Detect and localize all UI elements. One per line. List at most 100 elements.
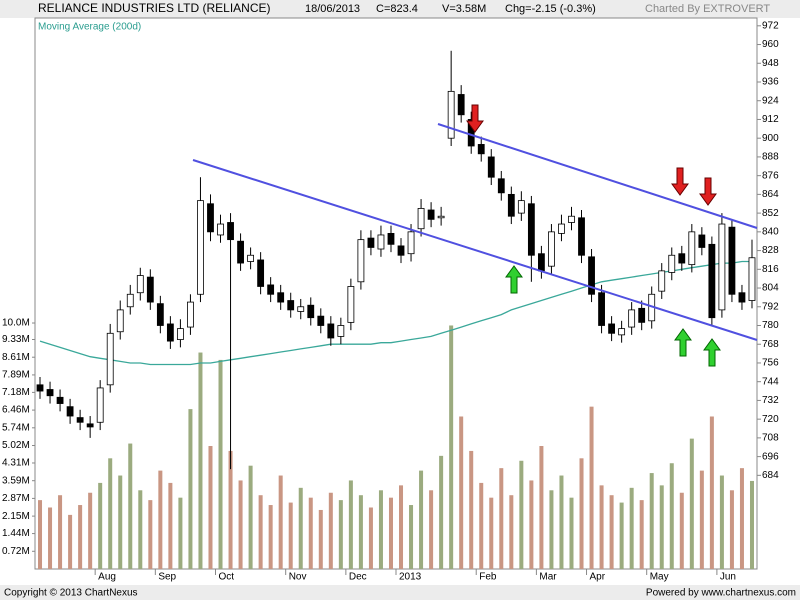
volume-bar: [489, 497, 494, 569]
candle-body: [397, 245, 405, 256]
volume-bar: [439, 455, 444, 569]
volume-bar: [659, 485, 664, 569]
candle-body: [337, 325, 345, 337]
legend-label: Moving Average (200d): [38, 22, 141, 33]
candle-body: [728, 226, 736, 295]
trend-line: [192, 159, 758, 341]
candle-body: [527, 203, 535, 256]
candle-body: [126, 293, 134, 308]
candle-body: [367, 237, 375, 248]
volume-tick-label: 2.87M: [2, 493, 30, 504]
volume-bar: [158, 470, 163, 569]
volume-bar: [539, 446, 544, 569]
volume-bar: [679, 492, 684, 569]
x-tick-label: Feb: [479, 572, 497, 583]
y-tick-label: 972: [762, 20, 779, 31]
candle-body: [327, 323, 335, 339]
candle-body: [66, 406, 74, 417]
volume-bar: [429, 490, 434, 569]
volume-bar: [609, 495, 614, 569]
candle-body: [618, 328, 626, 336]
volume-bar: [719, 475, 724, 569]
volume-tick-label: 5.02M: [2, 440, 30, 451]
volume-bar: [368, 507, 373, 569]
up-arrow: [674, 328, 692, 357]
chart-title: RELIANCE INDUSTRIES LTD (RELIANCE): [38, 1, 270, 15]
header-change: Chg=-2.15 (-0.3%): [505, 3, 596, 15]
candle-body: [56, 396, 64, 404]
candle-body: [457, 94, 465, 116]
volume-bar: [228, 450, 233, 569]
y-tick-label: 684: [762, 470, 779, 481]
footer-powered: Powered by www.chartnexus.com: [646, 588, 796, 599]
candle-body: [668, 254, 676, 273]
volume-bar: [629, 487, 634, 569]
candle-body: [166, 323, 174, 342]
volume-bar: [188, 409, 193, 569]
y-tick-label: 888: [762, 152, 779, 163]
volume-bar: [78, 505, 83, 569]
y-tick-label: 792: [762, 301, 779, 312]
volume-bar: [288, 502, 293, 569]
candle-body: [507, 193, 515, 217]
candle-body: [407, 231, 415, 255]
y-tick-label: 768: [762, 339, 779, 350]
candle-body: [678, 253, 686, 264]
footer-copyright: Copyright © 2013 ChartNexus: [4, 588, 138, 599]
x-tick-label: Jun: [720, 572, 736, 583]
volume-bar: [168, 482, 173, 569]
y-tick-label: 864: [762, 189, 779, 200]
volume-bar: [198, 352, 203, 569]
x-tick-label: Oct: [219, 572, 235, 583]
candle-body: [317, 315, 325, 326]
candle-body: [267, 284, 275, 295]
candle-body: [598, 292, 605, 326]
trend-line: [437, 123, 758, 229]
candle-body: [36, 384, 44, 392]
up-arrow: [505, 265, 523, 294]
volume-bar: [669, 463, 674, 569]
candle-body: [688, 231, 696, 266]
volume-tick-label: 6.46M: [2, 405, 30, 416]
moving-average: [39, 260, 752, 366]
candle-body: [297, 306, 305, 312]
volume-tick-label: 3.59M: [2, 475, 30, 486]
volume-bar: [98, 482, 103, 569]
y-tick-label: 696: [762, 451, 779, 462]
volume-bar: [479, 482, 484, 569]
candle-body: [578, 217, 585, 256]
x-tick-label: 2013: [399, 572, 422, 583]
volume-bar: [118, 475, 123, 569]
candle-body: [46, 389, 54, 397]
candle-body: [437, 215, 445, 219]
y-tick-label: 756: [762, 358, 779, 369]
header-volume: V=3.58M: [442, 3, 486, 15]
header-credit: Charted By EXTROVERT: [645, 3, 770, 15]
candle-body: [477, 144, 485, 155]
volume-bar: [38, 500, 43, 569]
y-tick-label: 960: [762, 39, 779, 50]
y-tick-label: 816: [762, 264, 779, 275]
volume-bar: [449, 325, 454, 569]
y-tick-label: 828: [762, 245, 779, 256]
header-date: 18/06/2013: [305, 3, 360, 15]
candle-body: [417, 208, 425, 230]
candle-body: [357, 239, 365, 283]
volume-tick-label: 5.74M: [2, 422, 30, 433]
volume-bar: [399, 485, 404, 569]
volume-bar: [509, 495, 514, 569]
candle-body: [156, 303, 164, 326]
y-tick-label: 840: [762, 226, 779, 237]
footer-bar: [0, 585, 800, 600]
candle-body: [227, 222, 234, 241]
volume-tick-label: 7.89M: [2, 370, 30, 381]
x-tick-label: Nov: [289, 572, 307, 583]
candle-body: [548, 231, 555, 267]
volume-bar: [409, 505, 414, 569]
volume-bar: [108, 458, 113, 569]
candle-body: [176, 328, 184, 340]
y-tick-label: 804: [762, 283, 779, 294]
candle-body: [187, 301, 194, 328]
x-tick-label: Mar: [539, 572, 557, 583]
volume-bar: [308, 497, 313, 569]
